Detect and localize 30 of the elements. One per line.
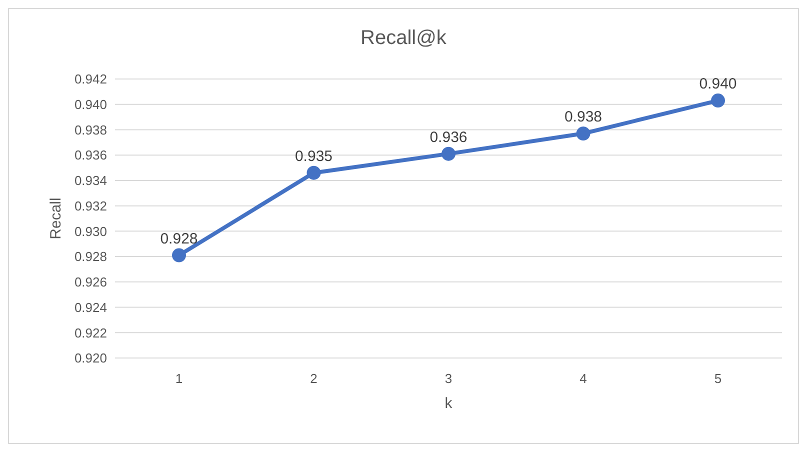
x-tick-label: 3 <box>444 371 452 386</box>
x-tick-label: 5 <box>714 371 722 386</box>
point <box>442 146 456 161</box>
y-tick-label: 0.920 <box>74 350 107 366</box>
point <box>306 166 321 180</box>
data-label: 0.940 <box>699 76 737 93</box>
data-label: 0.938 <box>564 108 602 126</box>
data-label: 0.928 <box>160 230 198 248</box>
y-axis-title: Recall <box>47 198 64 240</box>
y-tick-label: 0.924 <box>74 300 107 315</box>
y-tick-label: 0.930 <box>74 224 107 239</box>
data-label: 0.935 <box>294 148 333 165</box>
data-label: 0.936 <box>430 128 468 146</box>
y-tick-label: 0.928 <box>74 249 107 264</box>
point <box>172 248 186 262</box>
y-tick-label: 0.936 <box>74 148 107 163</box>
x-tick-label: 4 <box>580 371 587 386</box>
y-tick-label: 0.940 <box>74 96 107 112</box>
point <box>711 94 725 108</box>
y-tick-label: 0.926 <box>74 274 107 290</box>
chart-title: Recall@k <box>360 27 448 50</box>
point <box>576 126 590 141</box>
y-tick-label: 0.932 <box>74 198 107 214</box>
y-tick-label: 0.938 <box>74 122 107 138</box>
y-tick-label: 0.922 <box>74 325 107 340</box>
x-axis-title: k <box>444 395 453 412</box>
x-tick-label: 1 <box>175 371 183 386</box>
y-tick-label: 0.942 <box>74 72 107 87</box>
y-tick-label: 0.934 <box>74 173 107 188</box>
x-tick-label: 2 <box>310 371 318 386</box>
